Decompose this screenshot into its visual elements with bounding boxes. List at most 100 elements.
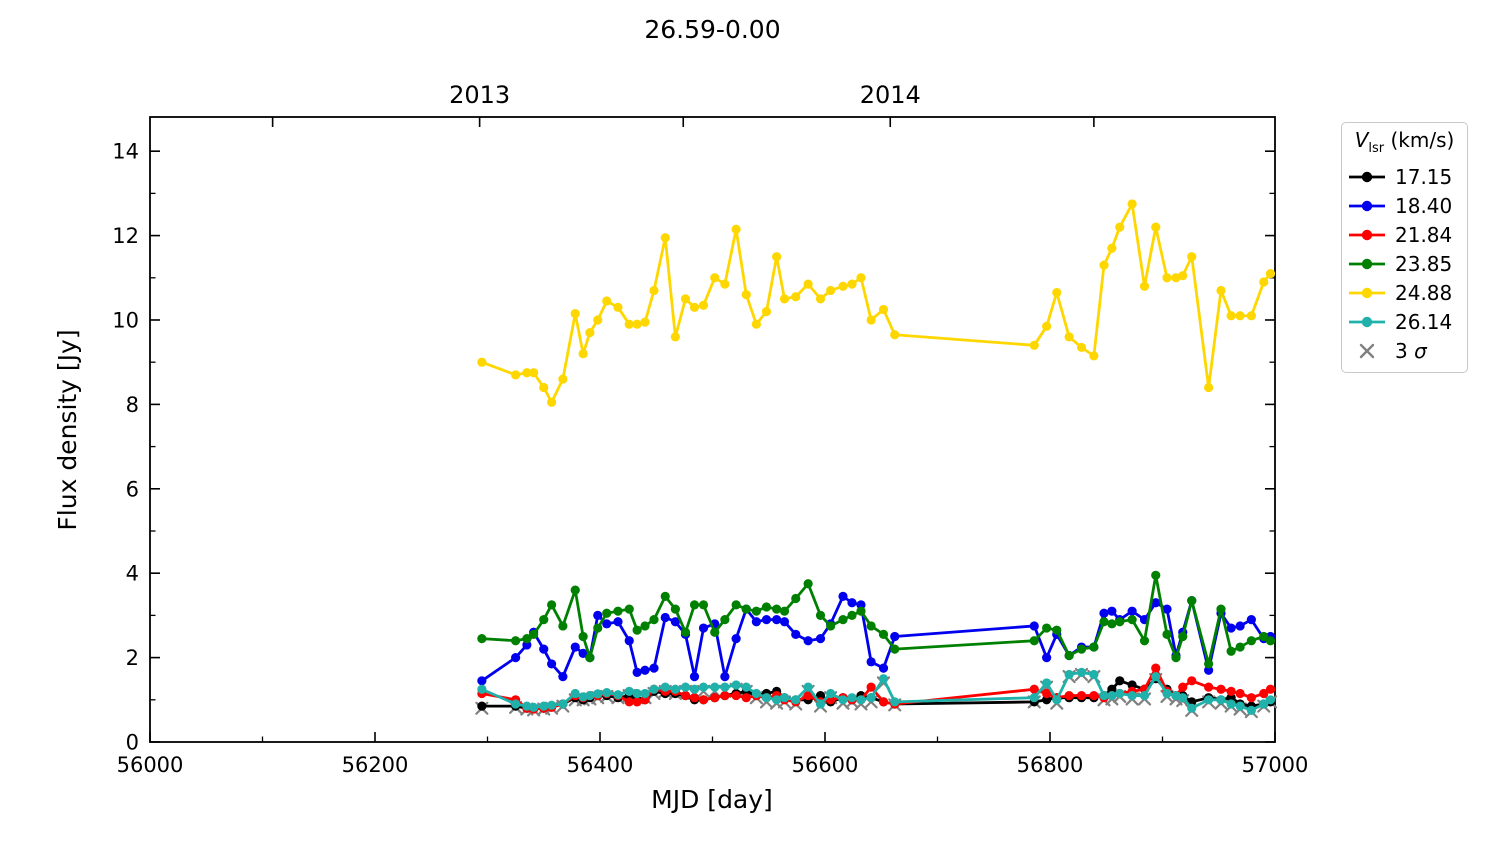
data-point: [1151, 671, 1161, 682]
data-point: [710, 627, 720, 637]
legend-item: 24.88: [1348, 278, 1461, 307]
legend-item-label: 18.40: [1395, 193, 1453, 218]
legend-title: Vlsr (km/s): [1354, 128, 1455, 156]
plot-area: 56000 56200 56400 56600 56800 57000 0 2 4 6 8 10 12 1…: [112, 81, 1308, 777]
data-point: [689, 671, 700, 682]
data-point: [1076, 690, 1087, 701]
data-point: [1127, 690, 1137, 701]
data-point: [1052, 287, 1062, 298]
data-point: [522, 368, 532, 378]
data-point: [720, 671, 730, 682]
data-point: [1076, 342, 1087, 353]
data-point: [477, 701, 487, 711]
legend-item: 17.15: [1348, 162, 1461, 191]
data-point: [890, 330, 900, 340]
data-point: [866, 657, 876, 667]
data-point: [632, 697, 642, 707]
data-point: [689, 693, 700, 703]
data-point: [866, 621, 876, 631]
data-point: [1226, 693, 1236, 703]
data-point: [1162, 604, 1172, 614]
data-point: [878, 663, 889, 673]
data-point: [1064, 332, 1074, 342]
data-point: [878, 697, 889, 707]
data-point: [1029, 340, 1039, 350]
data-point: [558, 699, 568, 709]
data-point: [585, 690, 595, 701]
data-point: [838, 591, 848, 602]
data-point: [1064, 669, 1074, 680]
data-point: [741, 604, 751, 614]
data-point: [1076, 644, 1087, 654]
data-point: [803, 690, 813, 701]
data-point: [593, 623, 603, 633]
data-point: [1029, 621, 1039, 631]
data-point: [772, 695, 782, 705]
data-point: [815, 610, 826, 620]
data-point: [803, 636, 813, 646]
data-point: [761, 693, 772, 703]
data-point: [578, 349, 588, 359]
data-point: [539, 615, 549, 625]
data-point: [1099, 608, 1109, 618]
data-point: [1099, 260, 1109, 270]
x-axis-label: MJD [day]: [651, 785, 773, 814]
data-point: [1089, 351, 1099, 361]
legend-item: 23.85: [1348, 249, 1461, 278]
data-point: [547, 700, 557, 710]
legend-item: 18.40: [1348, 191, 1461, 220]
data-point: [1235, 688, 1245, 699]
data-point: [1259, 631, 1269, 642]
data-point: [847, 279, 857, 289]
data-point: [477, 684, 487, 694]
data-point: [670, 604, 680, 614]
data-point: [660, 682, 670, 692]
data-point: [1151, 570, 1161, 580]
series-line-23.85: [480, 573, 1272, 666]
data-point: [1204, 695, 1214, 705]
x-tick-label: 56400: [567, 753, 634, 777]
data-point: [1178, 693, 1188, 703]
data-point: [779, 606, 790, 616]
data-point: [803, 279, 813, 289]
data-point: [1265, 636, 1276, 646]
data-point: [731, 224, 741, 234]
data-point: [1235, 621, 1245, 631]
data-point: [1099, 617, 1109, 627]
data-point: [689, 302, 700, 312]
data-point: [649, 615, 659, 625]
data-point: [602, 296, 612, 306]
data-point: [720, 682, 730, 692]
data-point: [1162, 273, 1172, 283]
data-point: [529, 368, 539, 378]
data-point: [1246, 615, 1256, 625]
data-point: [751, 688, 761, 699]
data-point: [815, 690, 826, 701]
data-point: [1052, 695, 1062, 705]
data-point: [1204, 665, 1214, 675]
legend-item-label: 26.14: [1395, 309, 1453, 334]
series-line-24.88: [480, 202, 1272, 404]
data-point: [624, 697, 634, 707]
data-point: [649, 663, 659, 673]
top-year-label: 2013: [449, 81, 510, 109]
data-point: [1204, 659, 1214, 669]
data-point: [1064, 690, 1074, 701]
data-point: [1162, 688, 1172, 699]
data-point: [1171, 652, 1181, 663]
data-point: [1139, 690, 1150, 701]
data-point: [1151, 222, 1161, 232]
data-point: [779, 617, 790, 627]
data-point: [710, 273, 720, 283]
data-point: [741, 290, 751, 300]
data-point: [1042, 321, 1052, 331]
data-point: [890, 631, 900, 642]
y-tick-label: 10: [112, 308, 139, 332]
top-year-label: 2014: [860, 81, 921, 109]
data-point: [593, 315, 603, 325]
series-swatch-icon: [1349, 316, 1385, 327]
legend-item-label: 24.88: [1395, 280, 1453, 305]
data-point: [856, 273, 866, 283]
data-point: [772, 615, 782, 625]
data-point: [1265, 268, 1276, 279]
